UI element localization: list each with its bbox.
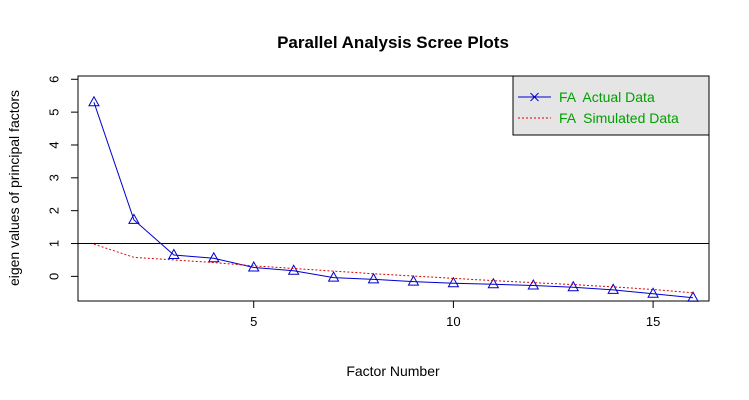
data-point [567, 280, 580, 292]
y-tick-label: 6 [47, 76, 62, 83]
x-tick-label: 10 [446, 314, 460, 329]
legend-entry-label: FA Simulated Data [559, 110, 679, 126]
y-tick-label: 0 [47, 273, 62, 280]
legend-marker [530, 92, 539, 102]
y-tick-label: 5 [47, 109, 62, 116]
data-point [327, 271, 340, 282]
y-tick-label: 4 [47, 141, 62, 148]
legend-entry-label: FA Actual Data [559, 89, 655, 105]
x-tick-label: 15 [646, 314, 660, 329]
data-point [447, 276, 460, 288]
data-point [367, 272, 380, 284]
y-axis-label: eigen values of principal factors [6, 90, 22, 286]
chart-title: Parallel Analysis Scree Plots [277, 33, 509, 52]
actual-data-line [93, 102, 694, 299]
x-tick-label: 5 [250, 314, 257, 329]
legend-box [512, 75, 710, 136]
data-point [287, 264, 300, 275]
data-point [527, 279, 540, 290]
plot-area [77, 75, 710, 302]
data-point [607, 283, 620, 294]
data-point [207, 251, 220, 263]
simulated-data-line [93, 243, 694, 294]
legend: FA Actual Data FA Simulated Data [512, 75, 710, 136]
data-point [407, 275, 420, 286]
y-tick-label: 3 [47, 174, 62, 181]
data-point [128, 213, 140, 224]
data-point [167, 248, 180, 260]
data-point [647, 287, 659, 298]
data-point [88, 95, 100, 107]
x-axis-label: Factor Number [346, 363, 440, 379]
data-point [687, 291, 699, 302]
data-point [487, 277, 500, 289]
y-tick-label: 2 [47, 207, 62, 214]
y-tick-label: 1 [47, 240, 62, 247]
